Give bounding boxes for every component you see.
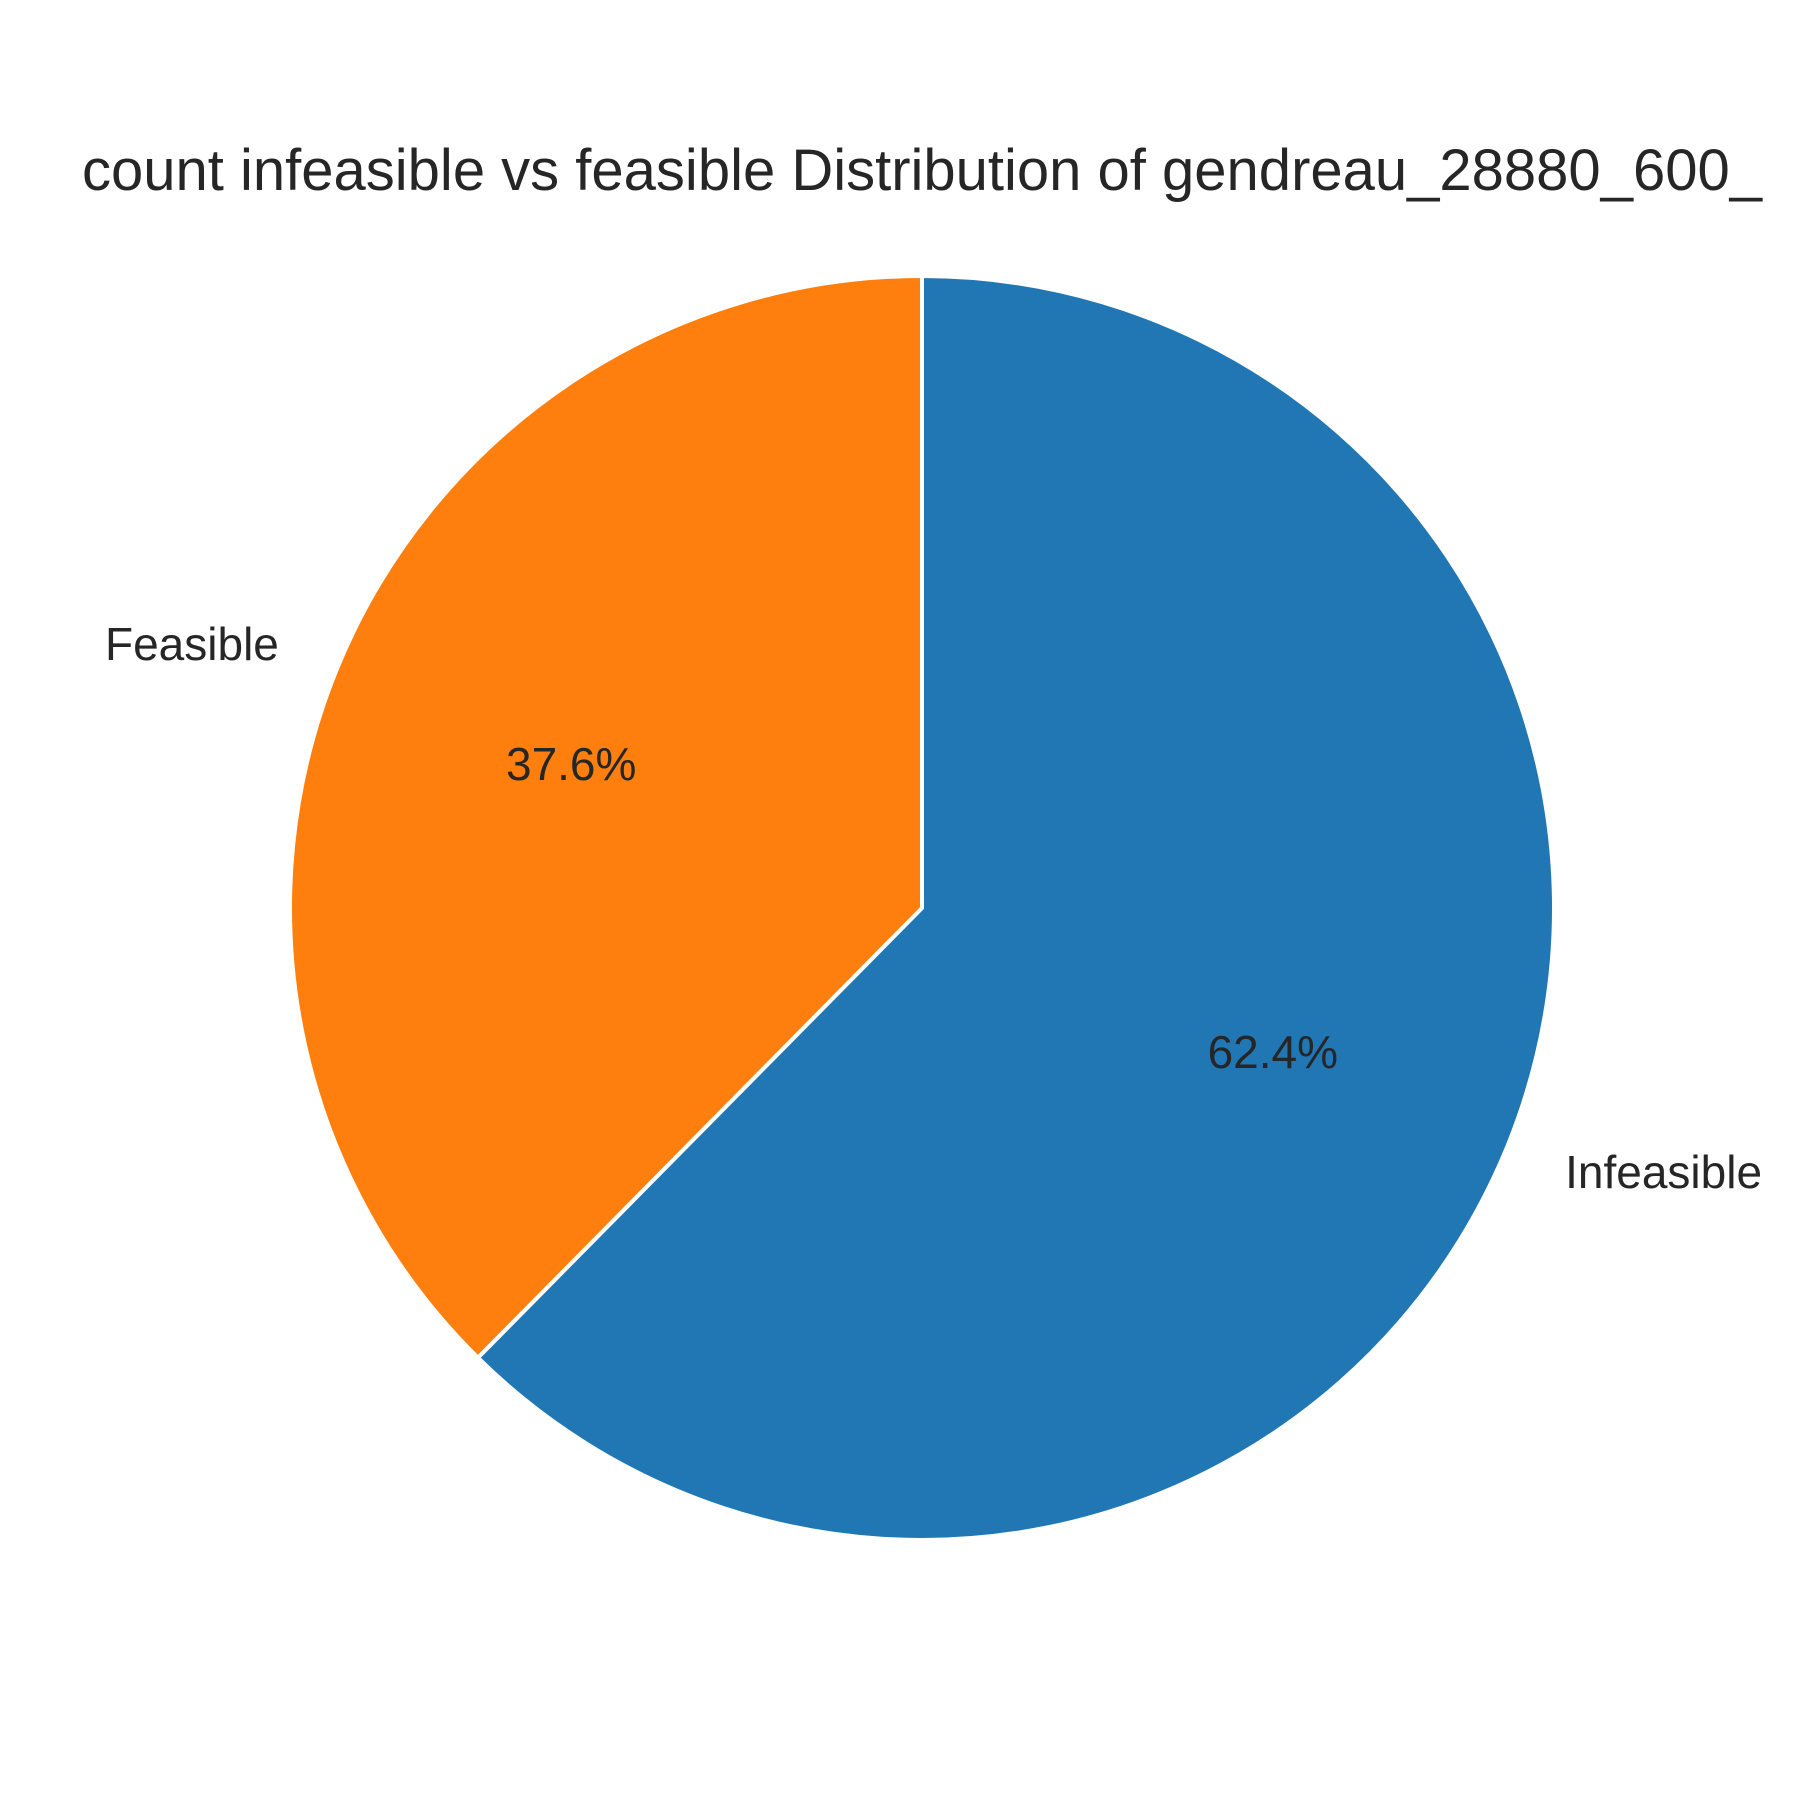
pct-label-infeasible: 62.4% [1208, 1026, 1338, 1078]
chart-title: count infeasible vs feasible Distributio… [82, 138, 1763, 203]
slice-label-infeasible: Infeasible [1565, 1146, 1762, 1198]
pie-labels: Infeasible 62.4% Feasible 37.6% [105, 618, 1762, 1198]
pie-slices [288, 274, 1556, 1542]
slice-label-feasible: Feasible [105, 618, 279, 670]
pie-slice-infeasible [475, 274, 1556, 1542]
pie-slice-feasible [288, 274, 924, 1360]
pct-label-feasible: 37.6% [506, 738, 636, 790]
